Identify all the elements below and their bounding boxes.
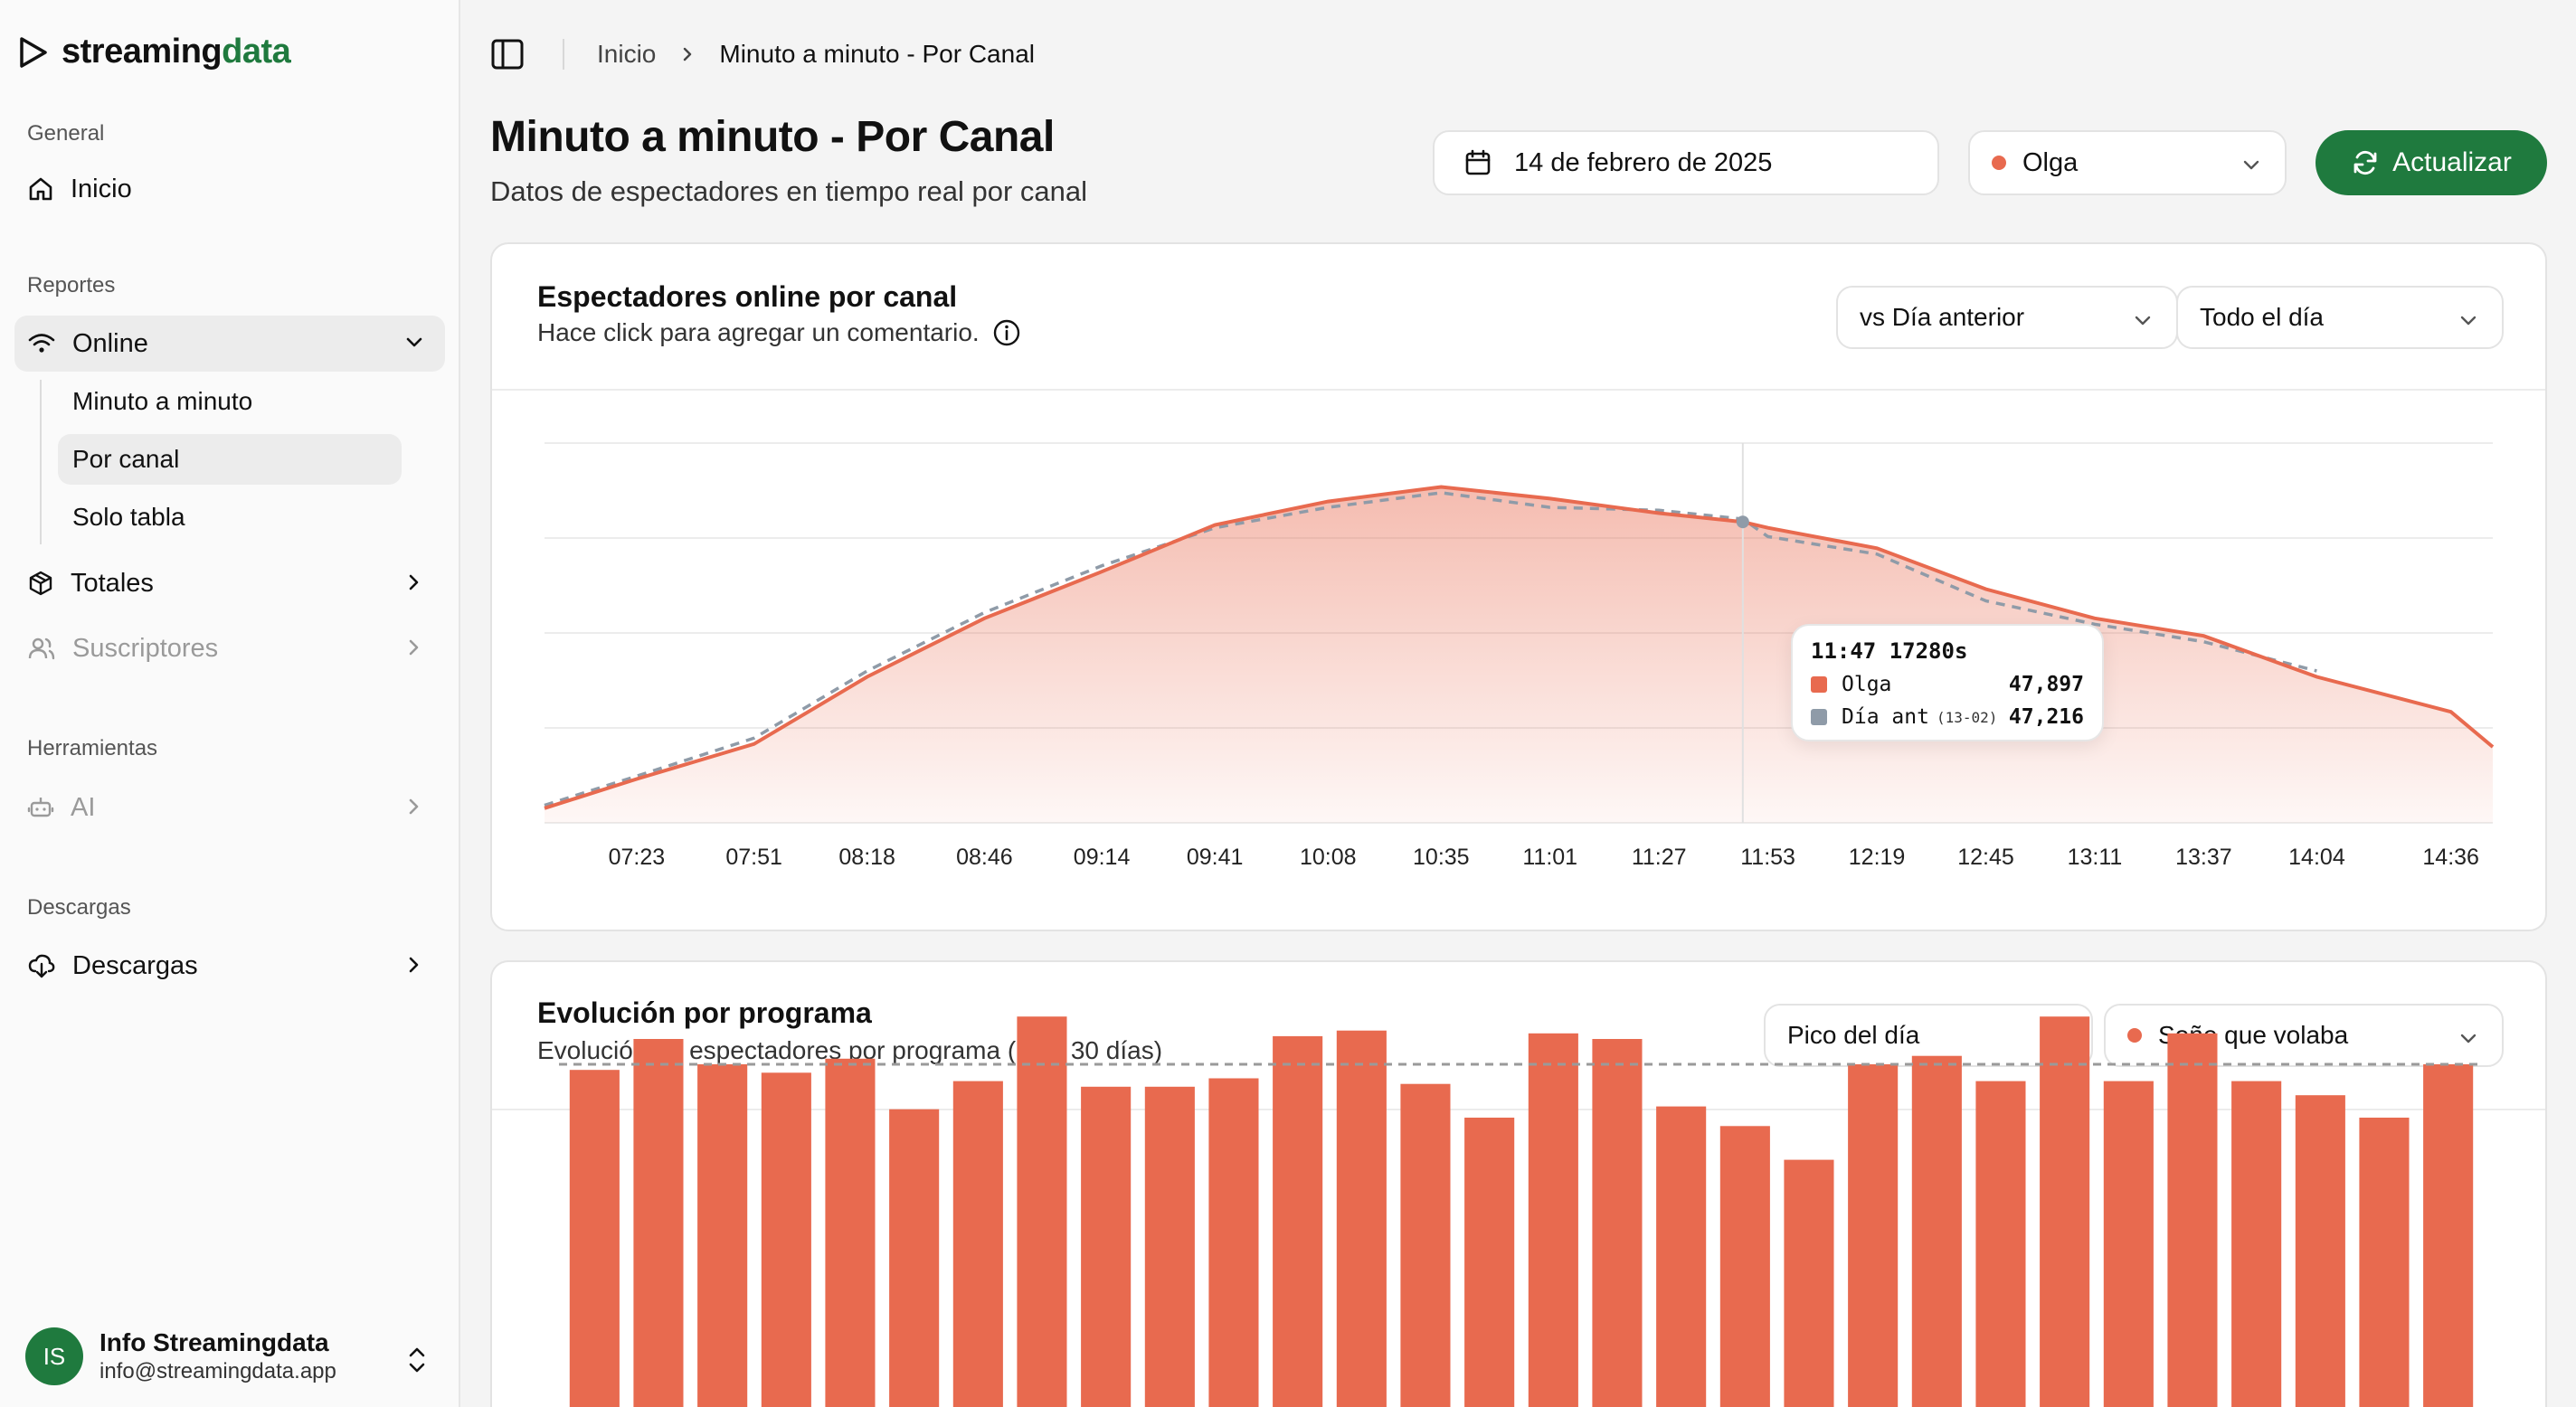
sidebar-subitem-minuto[interactable]: Minuto a minuto — [72, 387, 253, 415]
sidebar-item-label: Suscriptores — [72, 633, 219, 663]
chevron-right-icon — [409, 574, 419, 590]
page-subtitle: Datos de espectadores en tiempo real por… — [490, 175, 1088, 207]
sidebar-item-label: Descargas — [72, 950, 198, 980]
user-profile[interactable]: IS Info Streamingdata info@streamingdata… — [25, 1327, 336, 1385]
chevron-down-icon — [2243, 160, 2259, 170]
chevron-right-icon — [409, 798, 419, 815]
refresh-icon — [2353, 150, 2377, 175]
chevron-down-icon — [2135, 316, 2151, 326]
sidebar-item-ai[interactable]: AI — [14, 779, 445, 836]
breadcrumb: Inicio Minuto a minuto - Por Canal — [490, 36, 1035, 72]
date-value: 14 de febrero de 2025 — [1514, 147, 1773, 177]
chevron-right-icon — [409, 639, 419, 656]
sidebar-item-label: Online — [72, 328, 148, 358]
breadcrumb-home[interactable]: Inicio — [597, 40, 657, 68]
refresh-button[interactable]: Actualizar — [2316, 130, 2547, 195]
tooltip-row-dia-ant: Día ant (13-02) 47,216 — [1811, 705, 2084, 729]
chevron-right-icon — [409, 957, 419, 973]
card-title: Espectadores online por canal — [537, 280, 958, 313]
sidebar-item-online[interactable]: Online — [14, 316, 445, 372]
card-subtitle-text: Hace click para agregar un comentario. — [537, 318, 980, 346]
sidebar: streamingdata General Inicio Reportes On… — [0, 0, 460, 1407]
card-title: Evolución por programa — [537, 996, 872, 1029]
home-icon — [29, 177, 52, 201]
tooltip-row-olga: Olga 47,897 — [1811, 673, 2084, 696]
viewers-by-channel-card: Espectadores online por canal Hace click… — [490, 242, 2547, 931]
channel-select[interactable]: Olga — [1968, 130, 2287, 195]
card-divider — [492, 1109, 2545, 1110]
chevron-down-icon — [406, 337, 422, 347]
brand-logo[interactable]: streamingdata — [18, 33, 291, 71]
chevrons-up-down-icon[interactable] — [402, 1342, 432, 1378]
play-icon — [20, 36, 47, 68]
metric-value: Pico del día — [1787, 1021, 1920, 1049]
metric-select[interactable]: Pico del día — [1764, 1004, 2093, 1067]
group-label-general: General — [27, 121, 105, 146]
chevron-down-icon — [2460, 316, 2477, 326]
legend-swatch — [1811, 709, 1827, 725]
chevron-down-icon — [2460, 1034, 2477, 1043]
range-value: Todo el día — [2200, 303, 2324, 331]
sidebar-subitem-por-canal[interactable]: Por canal — [58, 434, 402, 485]
submenu-guide — [40, 380, 42, 544]
sidebar-item-label: Inicio — [71, 174, 132, 203]
sidebar-item-descargas[interactable]: Descargas — [14, 938, 445, 994]
group-label-herramientas: Herramientas — [27, 736, 158, 760]
channel-color-dot — [1992, 156, 2006, 170]
program-value: Soñe que volaba — [2158, 1021, 2349, 1049]
refresh-label: Actualizar — [2392, 147, 2512, 177]
tooltip-header: 11:47 17280s — [1811, 638, 1968, 664]
tooltip-label: Día ant — [1842, 705, 1929, 729]
cloud-download-icon — [28, 954, 55, 978]
users-icon — [28, 637, 55, 660]
user-email: info@streamingdata.app — [99, 1359, 336, 1383]
avatar: IS — [25, 1327, 83, 1385]
program-evolution-card: Evolución por programa Evolución de espe… — [490, 960, 2547, 1407]
sidebar-item-label: Totales — [71, 568, 154, 598]
compare-select[interactable]: vs Día anterior — [1836, 286, 2178, 349]
tooltip-value: 47,216 — [2008, 705, 2084, 729]
divider — [563, 39, 564, 70]
chevron-right-icon — [684, 47, 692, 61]
date-picker[interactable]: 14 de febrero de 2025 — [1433, 130, 1939, 195]
sidebar-item-inicio[interactable]: Inicio — [14, 161, 445, 217]
channel-value: Olga — [2022, 147, 2079, 177]
sidebar-toggle-icon[interactable] — [490, 38, 525, 71]
tooltip-label: Olga — [1842, 673, 1892, 696]
card-divider — [492, 389, 2545, 391]
sidebar-item-suscriptores[interactable]: Suscriptores — [14, 620, 445, 676]
tooltip-value: 47,897 — [2008, 673, 2084, 696]
range-select[interactable]: Todo el día — [2176, 286, 2504, 349]
wifi-icon — [28, 334, 55, 353]
card-subtitle[interactable]: Hace click para agregar un comentario. — [537, 318, 1021, 347]
info-icon[interactable] — [992, 318, 1021, 347]
user-name: Info Streamingdata — [99, 1328, 329, 1356]
card-subtitle: Evolución de espectadores por programa (… — [537, 1036, 1163, 1064]
bot-icon — [27, 798, 54, 817]
sidebar-subitem-solo-tabla[interactable]: Solo tabla — [72, 503, 185, 531]
brand-name: streamingdata — [62, 33, 291, 71]
group-label-reportes: Reportes — [27, 273, 116, 297]
program-color-dot — [2127, 1028, 2142, 1043]
legend-swatch — [1811, 676, 1827, 693]
calendar-icon — [1465, 149, 1491, 175]
sidebar-item-totales[interactable]: Totales — [14, 555, 445, 611]
page-title: Minuto a minuto - Por Canal — [490, 113, 1055, 161]
group-label-descargas: Descargas — [27, 895, 131, 920]
compare-value: vs Día anterior — [1860, 303, 2025, 331]
chart-tooltip: 11:47 17280s Olga 47,897 Día ant (13-02)… — [1791, 624, 2104, 741]
program-select[interactable]: Soñe que volaba — [2104, 1004, 2504, 1067]
chevron-down-icon — [2050, 1034, 2066, 1043]
sidebar-item-label: AI — [71, 792, 96, 822]
package-icon — [29, 571, 52, 596]
tooltip-date: (13-02) — [1936, 708, 1998, 726]
breadcrumb-current: Minuto a minuto - Por Canal — [719, 40, 1035, 68]
